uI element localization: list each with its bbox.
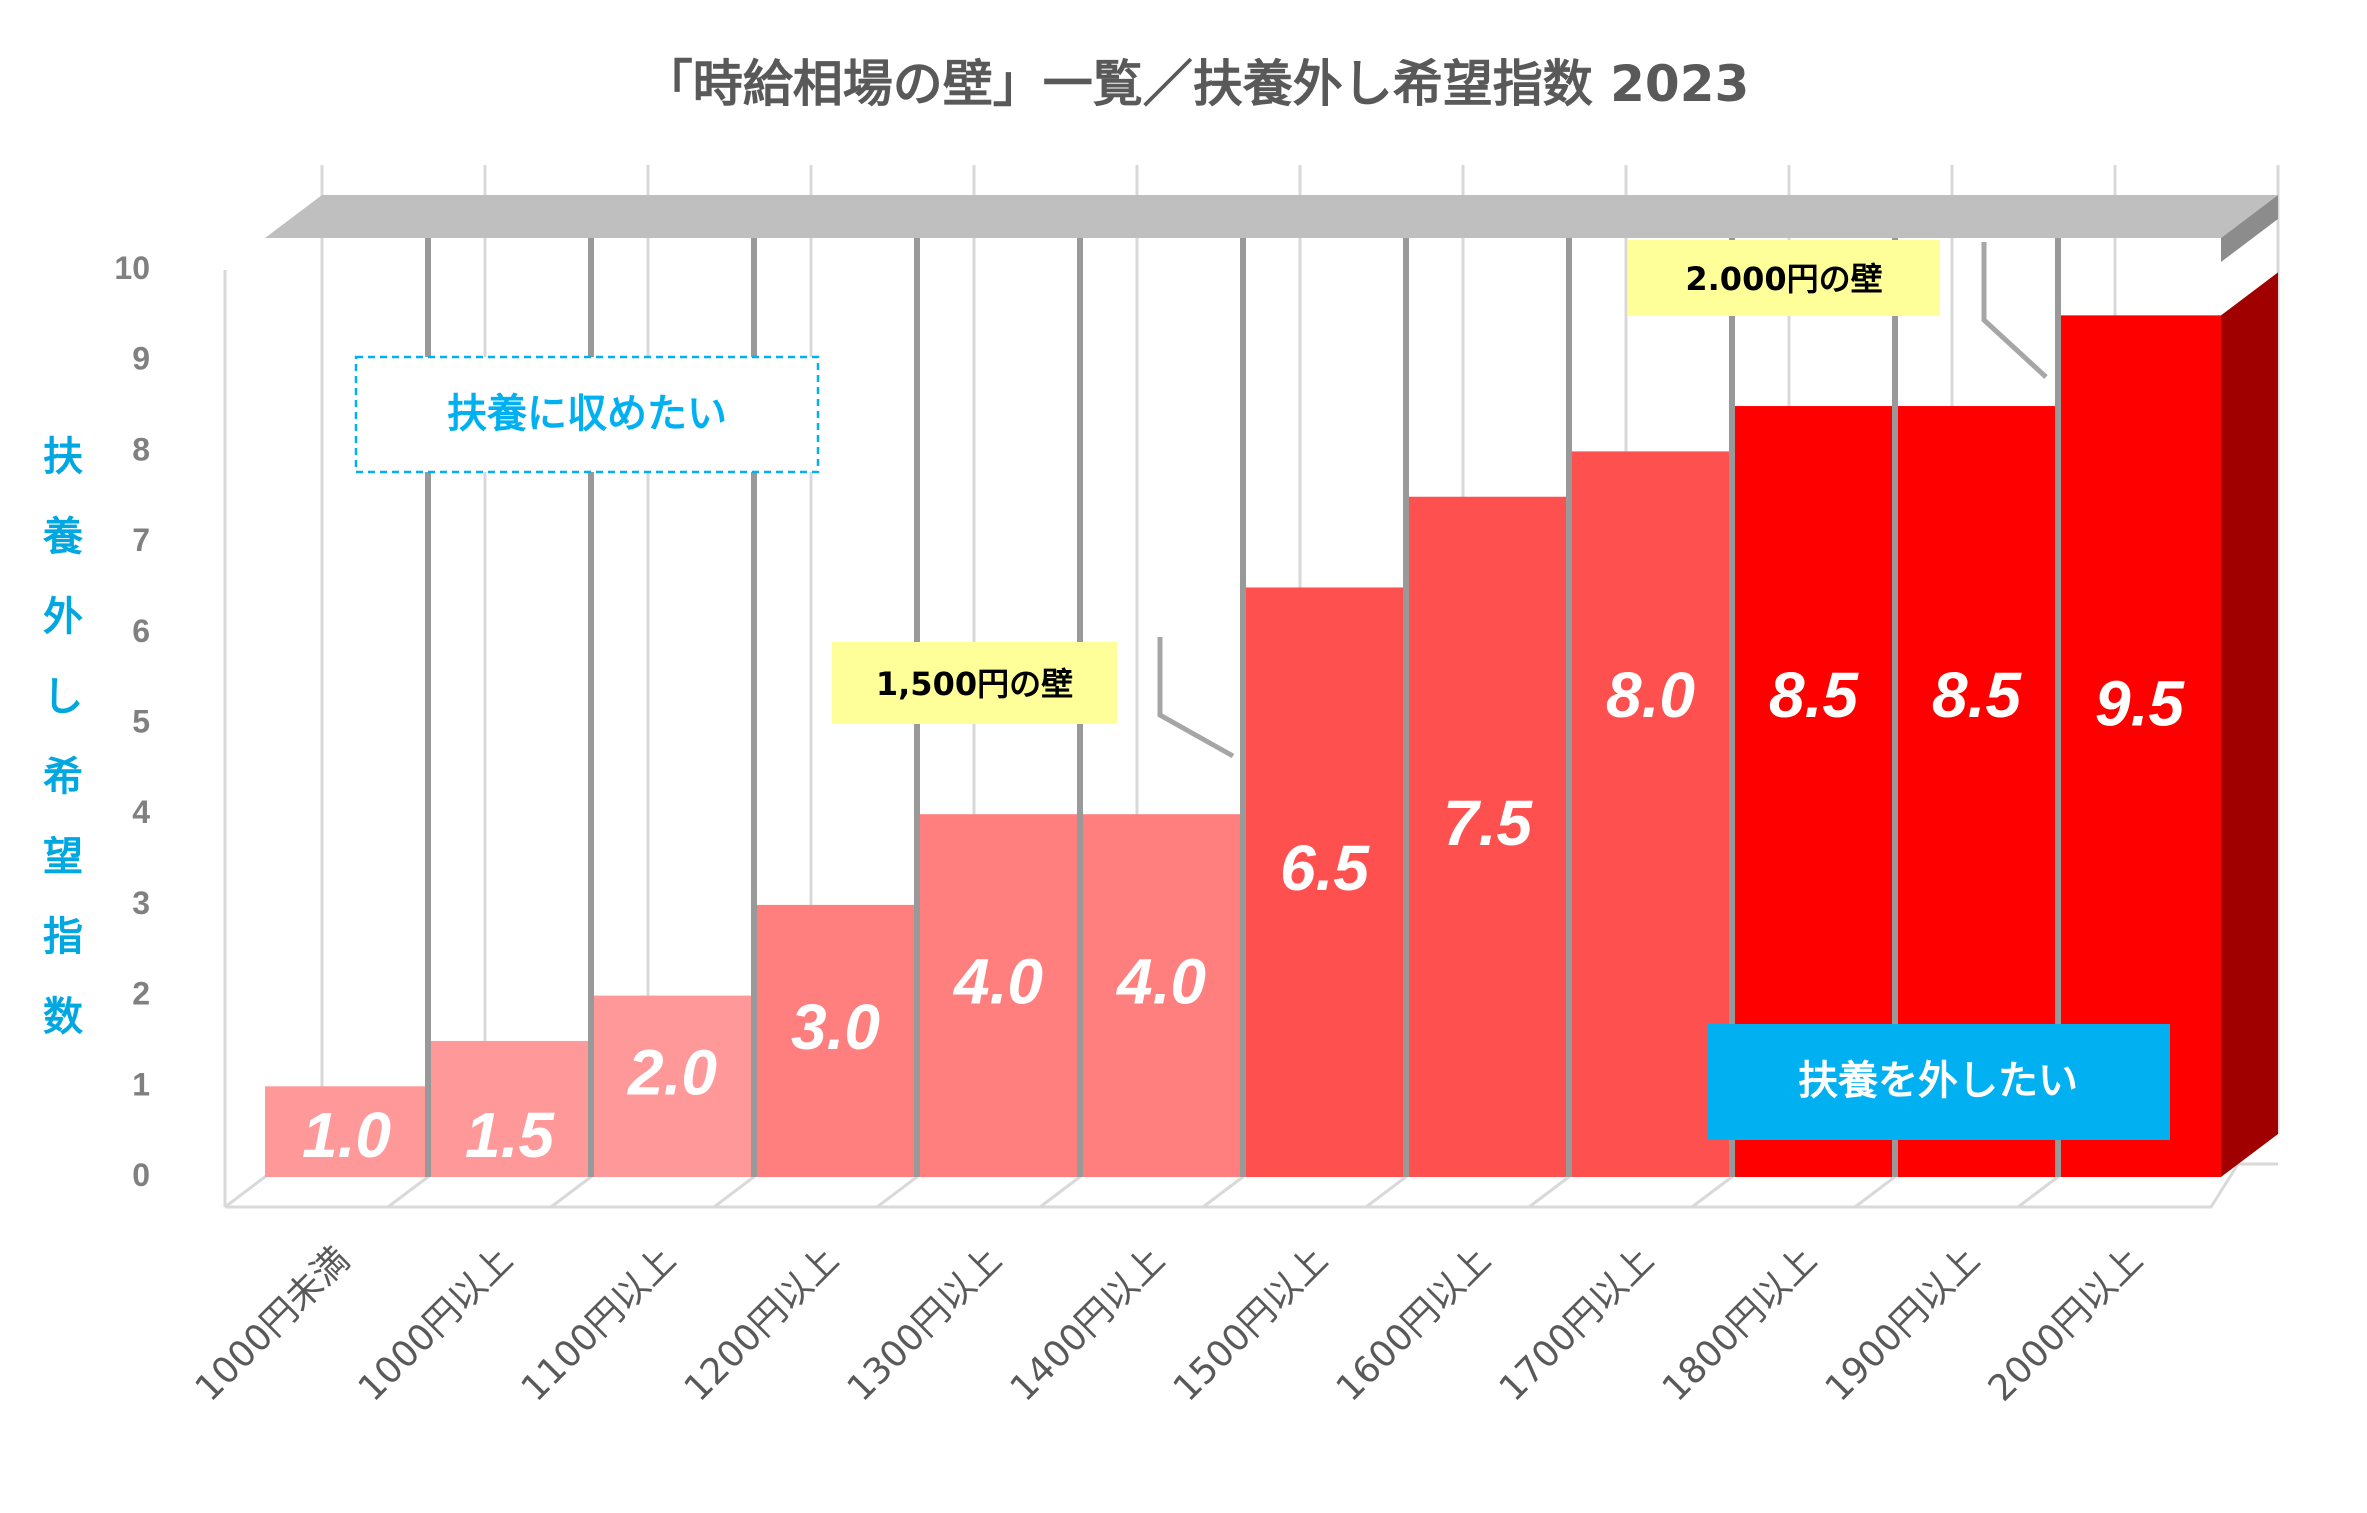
data-label: 6.5 (1280, 832, 1370, 904)
chart-title: 「時給相場の壁」一覧／扶養外し希望指数 2023 (643, 55, 1750, 113)
callout-top-left-box (354, 355, 820, 474)
y-tick-label: 10 (114, 250, 150, 286)
y-tick-label: 7 (132, 522, 150, 558)
callout-bottom-right: 扶養を外したい (1798, 1058, 2078, 1104)
y-axis-label-char: 希 (43, 754, 83, 800)
callout-bottom-right-box (1707, 1024, 2170, 1140)
y-axis-label-char: 扶 (43, 434, 83, 480)
data-label: 2.0 (627, 1036, 717, 1108)
bar (1243, 587, 1406, 1177)
x-tick-label: 1600円以上 (1329, 1239, 1499, 1409)
x-tick-label: 1000円以上 (351, 1239, 521, 1409)
x-axis-ticks: 1000円未満1000円以上1100円以上1200円以上1300円以上1400円… (188, 1239, 2151, 1409)
y-tick-label: 1 (132, 1066, 150, 1102)
bar (1569, 451, 1732, 1177)
y-tick-label: 8 (132, 431, 150, 467)
y-axis-label-char: し (43, 674, 83, 720)
data-label: 1.0 (302, 1099, 391, 1171)
callout-top-left: 扶養に収めたい (447, 391, 727, 437)
y-tick-label: 9 (132, 341, 150, 377)
data-label: 8.5 (1932, 659, 2022, 731)
data-label: 7.5 (1443, 787, 1533, 859)
wall-label: 1,500円の壁 (876, 665, 1073, 703)
wall-label: 2.000円の壁 (1685, 260, 1882, 298)
x-tick-label: 1500円以上 (1166, 1239, 1336, 1409)
wall-leader-line (1157, 637, 1235, 759)
bar (1406, 496, 1569, 1177)
bar-side-wall (2221, 272, 2278, 1178)
x-tick-label: 1400円以上 (1003, 1239, 1173, 1409)
x-tick-label: 1100円以上 (514, 1239, 684, 1409)
bar (1080, 814, 1243, 1177)
wall-label-box (1628, 240, 1940, 316)
bars: 1.0 1.5 2.0 3.0 4.0 4.0 6.5 7.5 8.0 8.5 8.5 9.5 (265, 195, 2278, 1178)
top-shelf-side (2221, 195, 2278, 262)
wall-label-box (832, 642, 1117, 724)
data-label: 4.0 (952, 946, 1043, 1018)
y-tick-label: 4 (132, 794, 150, 830)
data-label: 8.5 (1769, 659, 1859, 731)
bar (754, 904, 917, 1177)
y-tick-label: 0 (132, 1157, 150, 1193)
y-axis-label-char: 望 (43, 834, 83, 880)
y-axis-label-char: 数 (43, 994, 83, 1040)
x-tick-label: 1200円以上 (677, 1239, 847, 1409)
y-tick-label: 3 (132, 885, 150, 921)
y-tick-label: 6 (132, 613, 150, 649)
data-label: 3.0 (791, 991, 880, 1063)
data-label: 9.5 (2095, 668, 2185, 740)
bar (591, 995, 754, 1177)
bar (428, 1040, 591, 1177)
x-tick-label: 1900円以上 (1818, 1239, 1988, 1409)
y-tick-label: 5 (132, 704, 150, 740)
x-tick-label: 2000円以上 (1981, 1239, 2151, 1409)
y-axis-label: 扶養外し希望指数 (42, 434, 83, 1040)
floor-front-edge (225, 1163, 2240, 1209)
bar (265, 1086, 428, 1177)
x-tick-label: 1700円以上 (1492, 1239, 1662, 1409)
data-label: 8.0 (1606, 659, 1695, 731)
data-label: 1.5 (465, 1099, 555, 1171)
y-tick-label: 2 (132, 976, 150, 1012)
y-axis-ticks: 0 1 2 3 4 5 6 7 8 9 10 (114, 250, 227, 1207)
top-shelf (265, 195, 2278, 238)
data-label: 4.0 (1115, 946, 1206, 1018)
y-axis-label-char: 養 (42, 514, 83, 560)
x-tick-label: 1000円未満 (188, 1239, 358, 1409)
x-tick-label: 1800円以上 (1655, 1239, 1825, 1409)
y-axis-label-char: 指 (43, 914, 83, 960)
x-tick-label: 1300円以上 (840, 1239, 1010, 1409)
y-axis-label-char: 外 (43, 594, 83, 640)
wall-leader-line (1981, 242, 2048, 379)
bar (917, 814, 1080, 1177)
